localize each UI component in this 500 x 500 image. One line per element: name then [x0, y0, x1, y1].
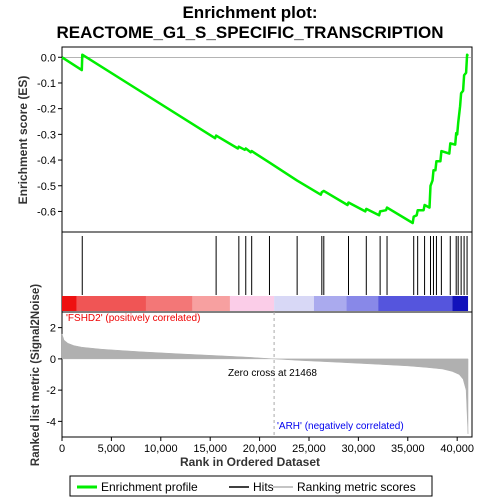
- es-ytick-label: -0.5: [37, 181, 56, 193]
- chart-title-line1: Enrichment plot:: [182, 3, 318, 22]
- xtick-label: 35,000: [391, 443, 425, 455]
- es-panel-frame: [61, 46, 473, 233]
- es-ytick-label: -0.6: [37, 206, 56, 218]
- heatbar-segment: [274, 296, 314, 311]
- xtick-label: 10,000: [144, 443, 178, 455]
- legend-hits: Hits: [253, 480, 274, 494]
- es-ytick-label: -0.2: [37, 104, 56, 116]
- negative-correlation-label: 'ARH' (negatively correlated): [277, 421, 404, 432]
- heatbar-segment: [313, 296, 347, 311]
- zero-cross-label: Zero cross at 21468: [228, 368, 317, 379]
- heatbar-segment: [346, 296, 379, 311]
- enrichment-profile-line: [61, 53, 470, 225]
- ranking-axis-label: Ranked list metric (Signal2Noise): [30, 284, 42, 466]
- ranking-layer: [61, 312, 469, 437]
- ranking-ytick-label: 0: [50, 354, 56, 366]
- xtick-label: 0: [59, 443, 65, 455]
- ranking-ytick-label: -2: [46, 385, 56, 397]
- xtick-label: 15,000: [193, 443, 227, 455]
- xtick-label: 25,000: [292, 443, 326, 455]
- heatbar-segment: [378, 296, 453, 311]
- hits-layer: [62, 236, 469, 311]
- xtick-label: 20,000: [243, 443, 277, 455]
- heatbar-segment: [229, 296, 275, 311]
- xtick-label: 5,000: [98, 443, 126, 455]
- legend-box: [69, 475, 433, 497]
- xtick-label: 40,000: [440, 443, 474, 455]
- legend-ranking-metric-scores: Ranking metric scores: [297, 480, 416, 494]
- x-axis-label: Rank in Ordered Dataset: [180, 455, 320, 469]
- xtick-label: 30,000: [342, 443, 376, 455]
- legend-enrichment-profile: Enrichment profile: [101, 480, 198, 494]
- axis-layer: 0.0 -0.1 -0.2 -0.3 -0.4 -0.5 -0.6 2 0 -2 -4 0 5,000 1…: [37, 52, 474, 455]
- ranking-panel-frame: [61, 311, 473, 438]
- heatbar-segment: [145, 296, 193, 311]
- es-axis-label: Enrichment score (ES): [16, 76, 30, 205]
- heatbar-segment: [452, 296, 469, 311]
- es-ytick-label: -0.3: [37, 129, 56, 141]
- positive-correlation-label: 'FSHD2' (positively correlated): [66, 313, 200, 324]
- ranking-ytick-label: 2: [50, 323, 56, 335]
- heatbar-segment: [192, 296, 230, 311]
- es-ytick-label: 0.0: [41, 52, 56, 64]
- chart-title-line2: REACTOME_G1_S_SPECIFIC_TRANSCRIPTION: [56, 23, 444, 42]
- es-ytick-label: -0.1: [37, 78, 56, 90]
- es-layer: [61, 53, 472, 225]
- ranking-metric-area: [61, 333, 469, 434]
- heatbar-segment: [76, 296, 146, 311]
- heatbar-segment: [62, 296, 77, 311]
- es-ytick-label: -0.4: [37, 155, 56, 167]
- ranking-ytick-label: -4: [46, 416, 56, 428]
